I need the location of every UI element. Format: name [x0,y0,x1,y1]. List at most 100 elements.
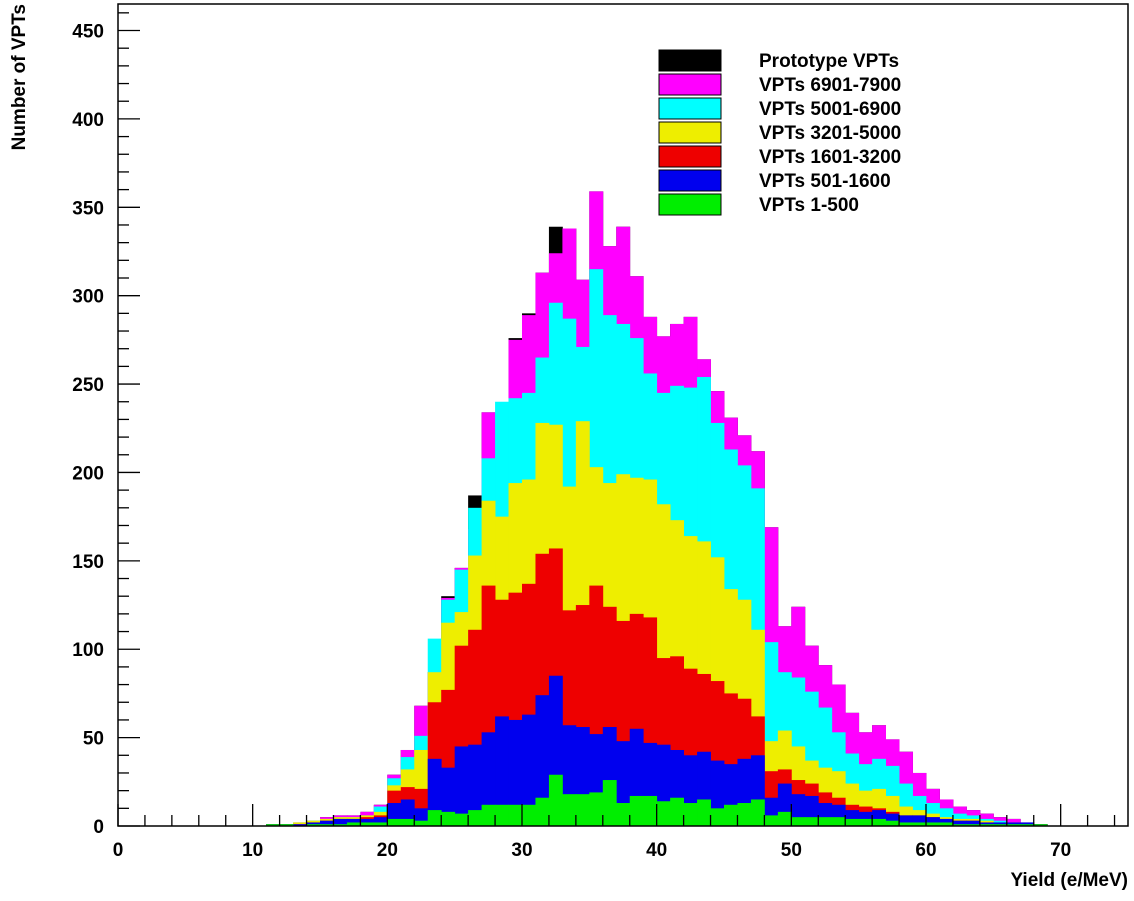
bar-vpts-1-500-bin-26 [468,810,482,826]
bar-vpts-1-500-bin-15 [320,824,334,826]
bar-vpts-1-500-bin-42 [683,803,698,826]
bar-vpts-1-500-bin-48 [764,815,779,826]
x-tick-label: 30 [511,840,532,861]
x-tick-label: 40 [646,840,667,861]
bar-vpts-501-1600-bin-60 [926,817,940,826]
bar-vpts-1-500-bin-44 [710,808,725,826]
bar-vpts-1-500-bin-47 [750,799,765,826]
y-tick-label: 200 [72,463,104,484]
bar-vpts-501-1600-bin-63 [966,820,981,826]
bar-vpts-1-500-bin-28 [495,804,509,826]
bar-vpts-501-1600-bin-28 [495,716,509,826]
bar-vpts-1-500-bin-12 [279,824,294,826]
bar-vpts-1-500-bin-30 [522,804,536,826]
x-tick-label: 70 [1050,840,1071,861]
bar-vpts-1-500-bin-56 [872,818,886,826]
bar-vpts-1-500-bin-24 [441,811,456,826]
bar-vpts-1-500-bin-49 [777,811,792,826]
legend-label: VPTs 5001-6900 [759,99,901,120]
bar-vpts-1-500-bin-51 [804,817,819,826]
bar-vpts-1-500-bin-16 [333,824,348,826]
bar-vpts-1-500-bin-32 [548,774,563,826]
bar-vpts-1-500-bin-33 [562,794,577,826]
bar-vpts-1-500-bin-17 [346,822,361,826]
histogram-bars [266,191,1048,827]
y-axis: 0 50 100 150 200 250 300 350 400 450 [72,12,140,838]
bar-vpts-501-1600-bin-23 [427,758,442,826]
bar-vpts-501-1600-bin-30 [522,714,536,826]
bar-vpts-1-500-bin-35 [589,792,604,826]
bar-vpts-1-500-bin-55 [858,818,873,826]
bar-vpts-1-500-bin-39 [643,795,658,826]
bar-vpts-1-500-bin-14 [306,824,321,826]
bar-vpts-1-500-bin-46 [737,803,752,826]
bar-vpts-1-500-bin-64 [979,824,994,826]
x-tick-label: 0 [113,840,124,861]
bar-vpts-1-500-bin-29 [508,804,523,826]
bar-vpts-1-500-bin-19 [373,822,388,826]
legend-label: VPTs 1601-3200 [759,147,901,168]
bar-vpts-501-1600-bin-15 [320,820,334,826]
x-tick-label: 20 [377,840,398,861]
legend-swatch [658,97,722,120]
bar-vpts-1-500-bin-22 [414,820,429,826]
bar-vpts-1-500-bin-34 [575,794,590,826]
bar-vpts-1-500-bin-23 [427,810,442,826]
bar-vpts-1-500-bin-61 [939,822,954,826]
y-tick-label: 300 [72,287,104,308]
bar-vpts-1-500-bin-20 [387,818,402,826]
x-tick-label: 50 [781,840,802,861]
y-tick-label: 100 [72,640,104,661]
y-tick-label: 250 [72,375,104,396]
bar-vpts-1-500-bin-27 [481,804,496,826]
bar-vpts-1-500-bin-63 [966,824,981,826]
bar-vpts-1-500-bin-54 [845,818,860,826]
legend-label: VPTs 501-1600 [759,171,891,192]
bar-vpts-1-500-bin-65 [993,824,1008,826]
y-tick-label: 450 [72,22,104,43]
bar-vpts-1-500-bin-41 [670,797,684,826]
legend-swatch [658,169,722,192]
bar-vpts-1-500-bin-31 [535,797,550,826]
bar-vpts-1-500-bin-11 [266,824,280,826]
x-tick-label: 60 [915,840,936,861]
x-axis-title: Yield (e/MeV) [1010,870,1128,891]
bar-vpts-1-500-bin-43 [697,799,711,826]
legend-swatch [658,49,722,72]
bar-vpts-1-500-bin-37 [616,803,631,826]
bar-vpts-501-1600-bin-24 [441,767,456,826]
bar-vpts-501-1600-bin-59 [912,815,927,826]
bar-vpts-1-500-bin-59 [912,822,927,826]
legend-label: Prototype VPTs [759,51,899,72]
legend-swatch [658,193,722,216]
bar-vpts-1-500-bin-57 [885,820,900,826]
legend-label: VPTs 6901-7900 [759,75,901,96]
bar-vpts-1-500-bin-66 [1006,824,1021,826]
y-tick-label: 50 [83,729,104,750]
bar-vpts-1-500-bin-58 [899,822,913,826]
bar-vpts-501-1600-bin-29 [508,719,523,826]
bar-vpts-1-500-bin-53 [831,817,846,826]
y-tick-label: 0 [93,817,104,838]
bar-vpts-1-500-bin-62 [952,824,967,826]
bar-vpts-501-1600-bin-19 [373,817,388,826]
legend: Prototype VPTs VPTs 6901-7900 VPTs 5001-69… [658,49,901,216]
bar-vpts-1-500-bin-40 [656,801,671,826]
legend-swatch [658,73,722,96]
bar-vpts-501-1600-bin-62 [952,820,967,826]
bar-vpts-1-500-bin-36 [602,780,617,826]
bar-vpts-1-500-bin-18 [360,822,375,826]
bar-vpts-501-1600-bin-27 [481,732,496,826]
bar-vpts-501-1600-bin-26 [468,744,482,826]
bar-vpts-1-500-bin-50 [791,817,806,826]
legend-label: VPTs 3201-5000 [759,123,901,144]
bar-vpts-501-1600-bin-58 [899,815,913,826]
legend-label: VPTs 1-500 [759,195,859,216]
y-tick-label: 400 [72,110,104,131]
bar-vpts-501-1600-bin-16 [333,818,348,826]
bar-vpts-501-1600-bin-31 [535,695,550,826]
bar-vpts-1-500-bin-52 [818,817,833,826]
bar-vpts-1-500-bin-67 [1020,824,1035,826]
y-tick-label: 350 [72,198,104,219]
